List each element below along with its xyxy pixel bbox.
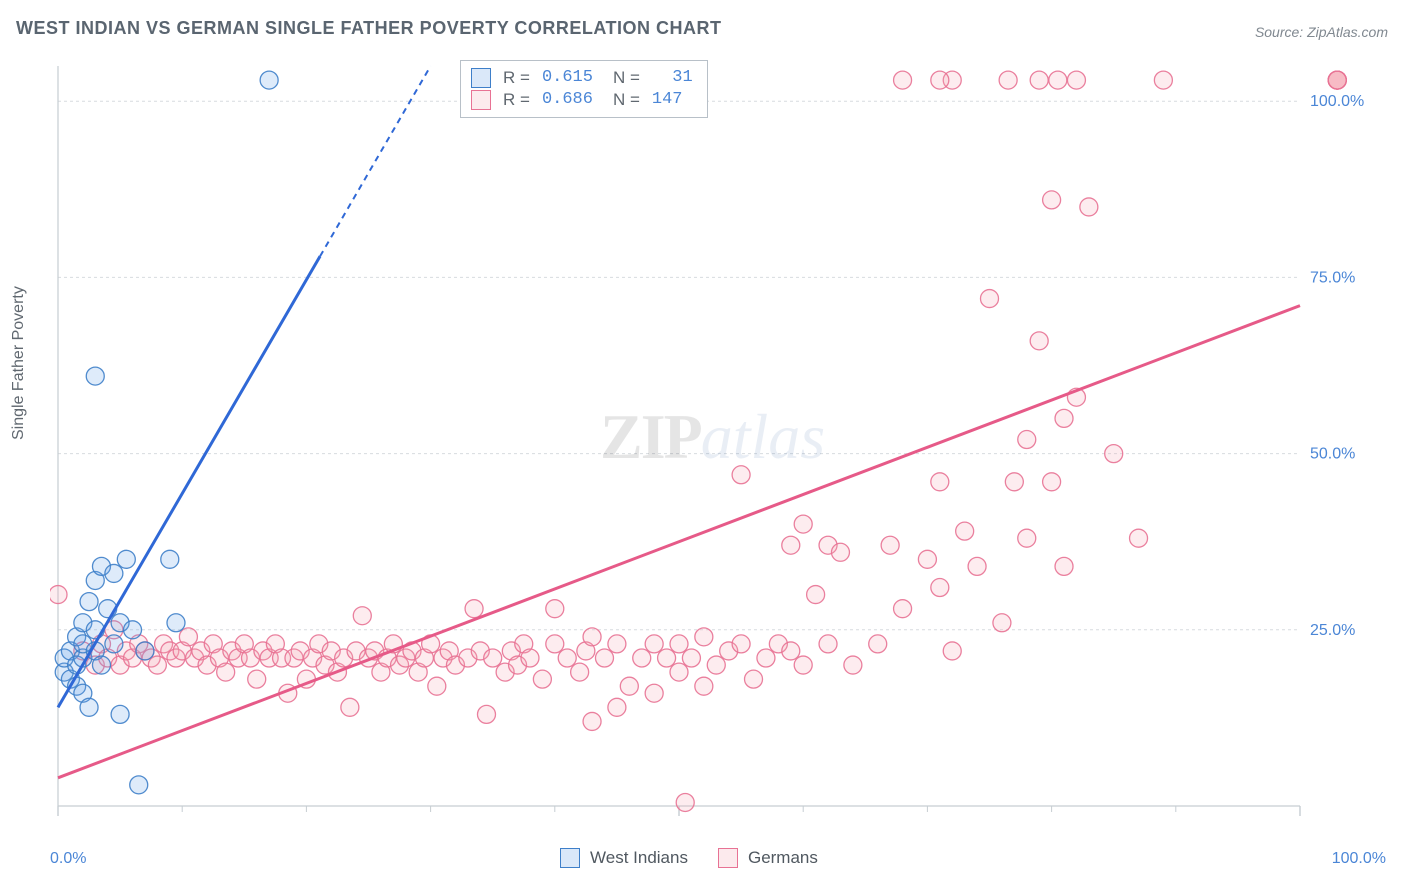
source-site: ZipAtlas.com <box>1307 24 1388 40</box>
svg-text:25.0%: 25.0% <box>1310 622 1355 639</box>
chart-title: WEST INDIAN VS GERMAN SINGLE FATHER POVE… <box>16 18 722 39</box>
svg-text:100.0%: 100.0% <box>1310 93 1364 110</box>
r-label: R = <box>501 67 532 89</box>
n-value-germans: 147 <box>652 89 683 111</box>
y-axis-label: Single Father Poverty <box>10 286 28 440</box>
r-label: R = <box>501 89 532 111</box>
chart-container: WEST INDIAN VS GERMAN SINGLE FATHER POVE… <box>0 0 1406 892</box>
series-label-west-indians: West Indians <box>590 848 688 868</box>
svg-text:50.0%: 50.0% <box>1310 446 1355 463</box>
plot-area: 25.0% 50.0% 75.0% 100.0% <box>50 56 1390 836</box>
chart-svg: 25.0% 50.0% 75.0% 100.0% <box>50 56 1390 836</box>
legend-row-germans: R = 0.686 N = 147 <box>471 89 693 111</box>
n-label: N = <box>611 89 642 111</box>
svg-text:75.0%: 75.0% <box>1310 269 1355 286</box>
series-label-germans: Germans <box>748 848 818 868</box>
x-tick-label-0: 0.0% <box>50 850 86 868</box>
r-value-germans: 0.686 <box>542 89 593 111</box>
legend-item-west-indians: West Indians <box>560 848 688 868</box>
n-label: N = <box>611 67 642 89</box>
legend-correlation: R = 0.615 N = 31 R = 0.686 N = 147 <box>460 60 708 118</box>
n-value-west-indians: 31 <box>652 67 693 89</box>
legend-series: West Indians Germans <box>560 848 818 868</box>
r-value-west-indians: 0.615 <box>542 67 593 89</box>
swatch-germans <box>718 848 738 868</box>
swatch-west-indians <box>560 848 580 868</box>
legend-row-west-indians: R = 0.615 N = 31 <box>471 67 693 89</box>
x-tick-label-100: 100.0% <box>1332 850 1386 868</box>
swatch-germans <box>471 90 491 110</box>
legend-item-germans: Germans <box>718 848 818 868</box>
swatch-west-indians <box>471 68 491 88</box>
source-credit: Source: ZipAtlas.com <box>1255 24 1388 40</box>
source-prefix: Source: <box>1255 24 1307 40</box>
